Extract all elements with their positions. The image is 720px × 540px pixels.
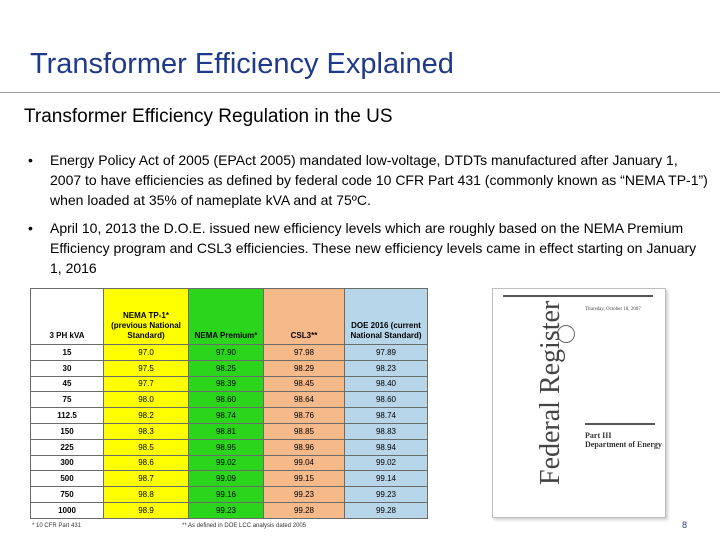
- bullet-item: • Energy Policy Act of 2005 (EPAct 2005)…: [28, 150, 708, 210]
- bullet-icon: •: [28, 152, 33, 168]
- doc-rule: [585, 423, 655, 425]
- slide-subtitle: Transformer Efficiency Regulation in the…: [24, 106, 393, 127]
- table-footnote-1: * 10 CFR Part 431: [32, 523, 82, 529]
- cell-nema-premium: 98.39: [188, 375, 264, 393]
- bullet-text: Energy Policy Act of 2005 (EPAct 2005) m…: [50, 152, 708, 208]
- table-row: 500 98.7 99.09 99.15 99.14: [30, 470, 428, 488]
- table-row: 30 97.5 98.25 98.29 98.23: [30, 359, 428, 377]
- cell-nema-tp1: 98.9: [103, 501, 189, 519]
- slide-title: Transformer Efficiency Explained: [30, 48, 454, 80]
- cell-doe-2016: 98.60: [344, 391, 428, 409]
- page-number: 8: [682, 520, 688, 530]
- doc-masthead: Federal Register: [535, 300, 566, 485]
- efficiency-table: 3 PH kVA NEMA TP-1* (previous National S…: [30, 288, 428, 519]
- bullet-item: • April 10, 2013 the D.O.E. issued new e…: [28, 218, 708, 278]
- cell-csl3: 99.28: [263, 501, 345, 519]
- cell-doe-2016: 97.89: [344, 344, 428, 361]
- cell-doe-2016: 98.23: [344, 359, 428, 377]
- doc-rule: [503, 295, 653, 297]
- table-row: 150 98.3 98.81 98.85 98.83: [30, 422, 428, 440]
- cell-doe-2016: 98.83: [344, 422, 428, 440]
- table-row: 15 97.0 97.90 97.98 97.89: [30, 344, 428, 361]
- cell-nema-tp1: 98.3: [103, 422, 189, 440]
- bullet-icon: •: [28, 220, 33, 236]
- cell-kva: 45: [30, 375, 104, 393]
- table-row: 750 98.8 99.16 99.23 99.23: [30, 486, 428, 503]
- federal-register-image: Thursday, October 18, 2007 Federal Regis…: [492, 288, 666, 518]
- header-nema-tp1: NEMA TP-1* (previous National Standard): [103, 288, 189, 345]
- cell-kva: 750: [30, 486, 104, 503]
- table-footnote-2: ** As defined in DOE LCC analysis dated …: [182, 523, 307, 529]
- cell-doe-2016: 98.40: [344, 375, 428, 393]
- cell-nema-premium: 97.90: [188, 344, 264, 361]
- cell-nema-tp1: 98.5: [103, 438, 189, 456]
- cell-nema-premium: 98.81: [188, 422, 264, 440]
- cell-nema-tp1: 97.5: [103, 359, 189, 377]
- cell-csl3: 98.76: [263, 407, 345, 424]
- bullet-list: • Energy Policy Act of 2005 (EPAct 2005)…: [28, 150, 708, 286]
- cell-csl3: 98.29: [263, 359, 345, 377]
- cell-csl3: 99.04: [263, 454, 345, 472]
- cell-kva: 30: [30, 359, 104, 377]
- cell-kva: 112.5: [30, 407, 104, 424]
- header-kva: 3 PH kVA: [30, 288, 104, 345]
- cell-kva: 150: [30, 422, 104, 440]
- table-row: 300 98.6 99.02 99.04 99.02: [30, 454, 428, 472]
- cell-doe-2016: 99.02: [344, 454, 428, 472]
- cell-nema-tp1: 98.7: [103, 470, 189, 488]
- cell-nema-tp1: 97.7: [103, 375, 189, 393]
- table-header-row: 3 PH kVA NEMA TP-1* (previous National S…: [30, 288, 428, 345]
- cell-nema-premium: 98.95: [188, 438, 264, 456]
- table-row: 225 98.5 98.95 98.96 98.94: [30, 438, 428, 456]
- cell-nema-tp1: 98.0: [103, 391, 189, 409]
- cell-kva: 500: [30, 470, 104, 488]
- cell-doe-2016: 98.74: [344, 407, 428, 424]
- cell-csl3: 98.85: [263, 422, 345, 440]
- cell-csl3: 98.45: [263, 375, 345, 393]
- cell-nema-tp1: 98.2: [103, 407, 189, 424]
- cell-nema-premium: 99.23: [188, 501, 264, 519]
- table-row: 112.5 98.2 98.74 98.76 98.74: [30, 407, 428, 424]
- cell-nema-tp1: 98.8: [103, 486, 189, 503]
- cell-doe-2016: 99.23: [344, 486, 428, 503]
- doc-department: Part III Department of Energy: [585, 431, 662, 449]
- cell-nema-premium: 99.16: [188, 486, 264, 503]
- cell-nema-tp1: 98.6: [103, 454, 189, 472]
- cell-kva: 1000: [30, 501, 104, 519]
- cell-nema-premium: 98.60: [188, 391, 264, 409]
- cell-doe-2016: 98.94: [344, 438, 428, 456]
- doc-part: Part III: [585, 431, 612, 440]
- table-row: 75 98.0 98.60 98.64 98.60: [30, 391, 428, 409]
- cell-kva: 75: [30, 391, 104, 409]
- doc-department-name: Department of Energy: [585, 440, 662, 449]
- header-csl3: CSL3**: [263, 288, 345, 345]
- header-doe-2016: DOE 2016 (current National Standard): [344, 288, 428, 345]
- cell-kva: 300: [30, 454, 104, 472]
- cell-csl3: 99.23: [263, 486, 345, 503]
- cell-doe-2016: 99.28: [344, 501, 428, 519]
- header-nema-premium: NEMA Premium*: [188, 288, 264, 345]
- cell-kva: 225: [30, 438, 104, 456]
- cell-doe-2016: 99.14: [344, 470, 428, 488]
- cell-nema-premium: 98.74: [188, 407, 264, 424]
- seal-icon: [557, 325, 575, 343]
- doc-date: Thursday, October 18, 2007: [585, 307, 641, 312]
- cell-csl3: 97.98: [263, 344, 345, 361]
- cell-nema-premium: 99.09: [188, 470, 264, 488]
- cell-nema-premium: 98.25: [188, 359, 264, 377]
- cell-csl3: 98.96: [263, 438, 345, 456]
- bullet-text: April 10, 2013 the D.O.E. issued new eff…: [50, 220, 697, 276]
- table-row: 45 97.7 98.39 98.45 98.40: [30, 375, 428, 393]
- cell-nema-tp1: 97.0: [103, 344, 189, 361]
- cell-csl3: 98.64: [263, 391, 345, 409]
- cell-nema-premium: 99.02: [188, 454, 264, 472]
- title-divider: [0, 92, 720, 93]
- cell-csl3: 99.15: [263, 470, 345, 488]
- table-row: 1000 98.9 99.23 99.28 99.28: [30, 501, 428, 519]
- cell-kva: 15: [30, 344, 104, 361]
